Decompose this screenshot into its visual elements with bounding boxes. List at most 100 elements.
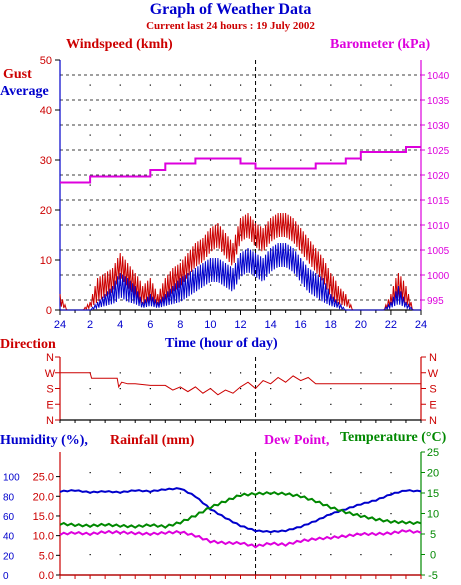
grid-dot — [149, 234, 151, 236]
temp-tick-label-3: 10 — [427, 509, 439, 521]
x-tick-label-3: 6 — [147, 319, 153, 331]
grid-dot — [119, 109, 121, 111]
grid-dot — [209, 554, 212, 556]
right-tick-label-1: 1000 — [427, 271, 450, 282]
rainfall-tick-label-5: 25.0 — [33, 472, 54, 484]
grid-dot — [149, 84, 151, 86]
grid-dot — [330, 403, 332, 405]
direction-right-label-3: E — [429, 399, 436, 411]
grid-dot — [360, 388, 362, 390]
grid-dot — [330, 554, 332, 556]
grid-dot — [89, 159, 91, 161]
grid-dot — [330, 259, 332, 261]
grid-dot — [330, 284, 332, 286]
grid-dot — [360, 209, 362, 211]
temp-tick-label-1: 0 — [430, 550, 436, 562]
grid-dot — [179, 84, 182, 86]
grid-dot — [390, 109, 392, 111]
grid-dot — [300, 372, 302, 374]
rainfall-tick-label-0: 0.0 — [39, 570, 54, 582]
temp-tick-label-6: 25 — [427, 447, 439, 459]
grid-dot — [270, 472, 272, 474]
left-tick-label-2: 20 — [40, 205, 52, 217]
legend-gust: Gust — [3, 67, 32, 82]
grid-dot — [390, 554, 392, 556]
grid-dot — [179, 372, 182, 374]
grid-dot — [360, 234, 362, 236]
grid-dot — [360, 372, 362, 374]
grid-dot — [390, 284, 392, 286]
grid-dot — [240, 209, 242, 211]
x-tick-label-2: 4 — [117, 319, 123, 331]
series-dew-point — [59, 529, 422, 549]
x-tick-label-5: 10 — [204, 319, 216, 331]
grid-dot — [119, 403, 121, 405]
grid-dot — [89, 134, 91, 136]
grid-dot — [179, 184, 182, 186]
series-humidity — [59, 487, 422, 534]
left-tick-label-4: 40 — [40, 105, 52, 117]
grid-dot — [270, 388, 272, 390]
right-tick-label-2: 1005 — [427, 246, 450, 257]
grid-dot — [270, 533, 272, 535]
humidity-tick-label-5: 100 — [3, 473, 20, 484]
grid-dot — [209, 492, 212, 494]
grid-dot — [240, 109, 242, 111]
page-subtitle: Current last 24 hours : 19 July 2002 — [146, 20, 315, 32]
grid-dot — [330, 234, 332, 236]
grid-dot — [179, 513, 182, 515]
humidity-tick-label-3: 60 — [3, 512, 15, 523]
grid-dot — [119, 84, 121, 86]
grid-dot — [119, 472, 121, 474]
left-tick-label-1: 10 — [40, 255, 52, 267]
grid-dot — [149, 388, 151, 390]
grid-dot — [300, 209, 302, 211]
grid-dot — [360, 554, 362, 556]
x-tick-label-6: 12 — [234, 319, 246, 331]
grid-dot — [270, 513, 272, 515]
grid-dot — [270, 554, 272, 556]
grid-dot — [360, 259, 362, 261]
grid-dot — [330, 372, 332, 374]
direction-left-label-4: N — [46, 415, 54, 427]
grid-dot — [390, 159, 392, 161]
grid-dot — [179, 134, 182, 136]
grid-dot — [89, 284, 91, 286]
grid-dot — [179, 403, 182, 405]
grid-dot — [149, 134, 151, 136]
grid-dot — [300, 284, 302, 286]
grid-dot — [149, 492, 151, 494]
grid-dot — [240, 134, 242, 136]
x-tick-label-9: 18 — [325, 319, 337, 331]
grid-dot — [89, 184, 91, 186]
direction-right-label-1: W — [428, 368, 439, 380]
grid-dot — [179, 259, 182, 261]
grid-dot — [330, 472, 332, 474]
grid-dot — [179, 109, 182, 111]
direction-left-label-3: E — [46, 399, 53, 411]
grid-dot — [300, 472, 302, 474]
grid-dot — [390, 403, 392, 405]
grid-dot — [119, 372, 121, 374]
temp-tick-label-4: 15 — [427, 488, 439, 500]
grid-dot — [390, 84, 392, 86]
grid-dot — [300, 159, 302, 161]
left-tick-label-3: 30 — [40, 155, 52, 167]
grid-dot — [270, 234, 272, 236]
grid-dot — [149, 209, 151, 211]
x-tick-label-7: 14 — [264, 319, 276, 331]
grid-dot — [89, 234, 91, 236]
grid-dot — [209, 209, 212, 211]
grid-dot — [390, 472, 392, 474]
grid-dot — [179, 209, 182, 211]
grid-dot — [360, 284, 362, 286]
series-barometer — [60, 146, 421, 184]
grid-dot — [119, 284, 121, 286]
grid-dot — [240, 533, 242, 535]
grid-dot — [89, 209, 91, 211]
grid-dot — [149, 184, 151, 186]
grid-dot — [209, 134, 212, 136]
grid-dot — [390, 234, 392, 236]
grid-dot — [149, 259, 151, 261]
grid-dot — [119, 234, 121, 236]
